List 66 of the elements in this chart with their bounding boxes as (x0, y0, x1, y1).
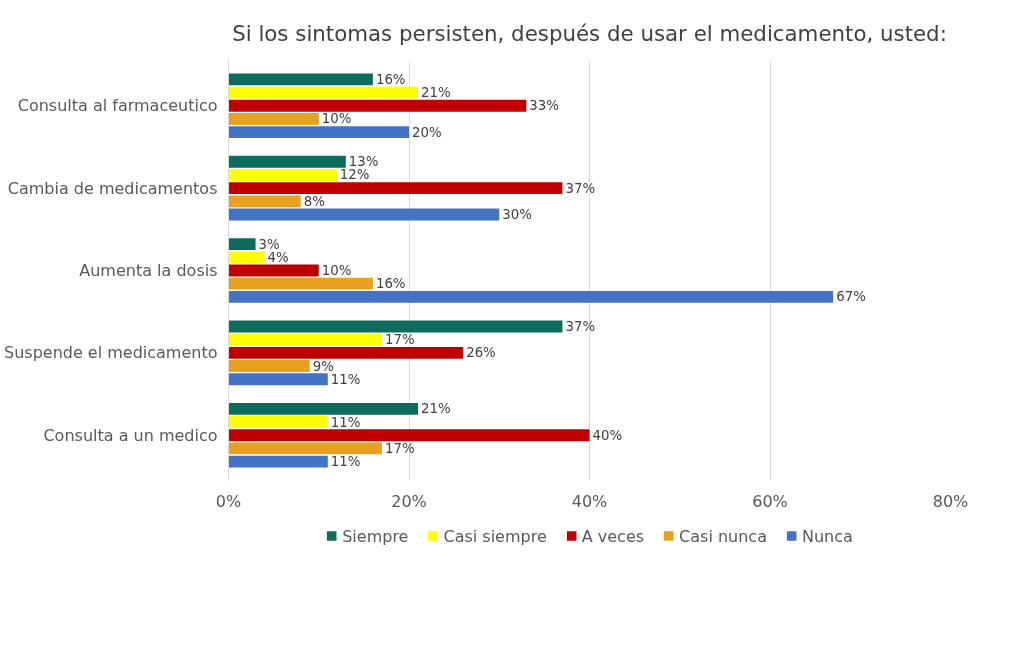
legend-label: Siempre (342, 526, 409, 545)
bar (228, 402, 419, 415)
x-tick-label: 20% (391, 491, 427, 511)
bar (228, 290, 834, 303)
legend-label: A veces (581, 526, 645, 545)
bar (228, 195, 301, 208)
bar (228, 373, 328, 386)
bar (228, 251, 265, 264)
bar (228, 264, 319, 277)
data-label: 20% (412, 124, 442, 140)
data-label: 8% (303, 193, 325, 209)
x-tick-label: 40% (571, 491, 608, 511)
bar (228, 113, 319, 125)
data-label: 16% (375, 276, 406, 292)
bar (228, 429, 590, 442)
bar (228, 208, 500, 221)
bar (228, 416, 328, 428)
data-label: 37% (565, 319, 596, 334)
y-tick-label: Cambia de medicamentos (7, 178, 218, 198)
legend-label: Casi siempre (443, 526, 547, 545)
x-tick-label: 60% (752, 491, 788, 511)
data-label: 4% (267, 249, 289, 265)
data-label: 26% (466, 345, 496, 361)
data-label: 33% (529, 98, 559, 114)
data-label: 67% (836, 289, 866, 305)
bar (228, 155, 346, 168)
bar (228, 238, 256, 251)
data-label: 11% (330, 371, 361, 387)
bar (228, 333, 382, 346)
data-label: 21% (421, 85, 451, 101)
data-label: 13% (348, 154, 379, 170)
data-label: 37% (565, 180, 596, 196)
data-label: 11% (330, 454, 361, 470)
x-tick-label: 0% (215, 491, 242, 511)
data-label: 16% (375, 71, 406, 87)
bar (228, 277, 373, 290)
data-label: 40% (592, 427, 623, 443)
data-label: 9% (312, 358, 334, 374)
y-tick-label: Consulta a un medico (43, 425, 218, 445)
bar (228, 169, 337, 181)
data-label: 10% (321, 263, 352, 278)
chart-title: Si los sintomas persisten, después de usar el medicamento, usted: (232, 20, 947, 46)
legend-label: Casi nunca (679, 526, 767, 545)
y-tick-label: Consulta al farmaceutico (17, 96, 218, 116)
bar (228, 99, 527, 112)
bar (228, 182, 563, 195)
data-label: 17% (384, 440, 415, 456)
bar (228, 86, 419, 99)
x-tick-label: 80% (932, 491, 969, 511)
data-label: 10% (321, 111, 352, 127)
data-label: 11% (330, 414, 361, 430)
data-label: 30% (502, 207, 532, 222)
bar (228, 126, 409, 139)
y-tick-label: Suspende el medicamento (4, 343, 218, 363)
bar (228, 346, 464, 359)
data-label: 21% (421, 401, 451, 417)
bar (228, 73, 373, 86)
bar (228, 442, 382, 455)
y-tick-label: Aumenta la dosis (79, 261, 218, 280)
bar (228, 455, 328, 468)
data-label: 17% (384, 332, 415, 348)
bar (228, 320, 563, 333)
bar (228, 360, 310, 372)
legend-label: Nunca (801, 526, 853, 545)
data-label: 3% (258, 236, 280, 252)
data-label: 12% (339, 167, 370, 183)
